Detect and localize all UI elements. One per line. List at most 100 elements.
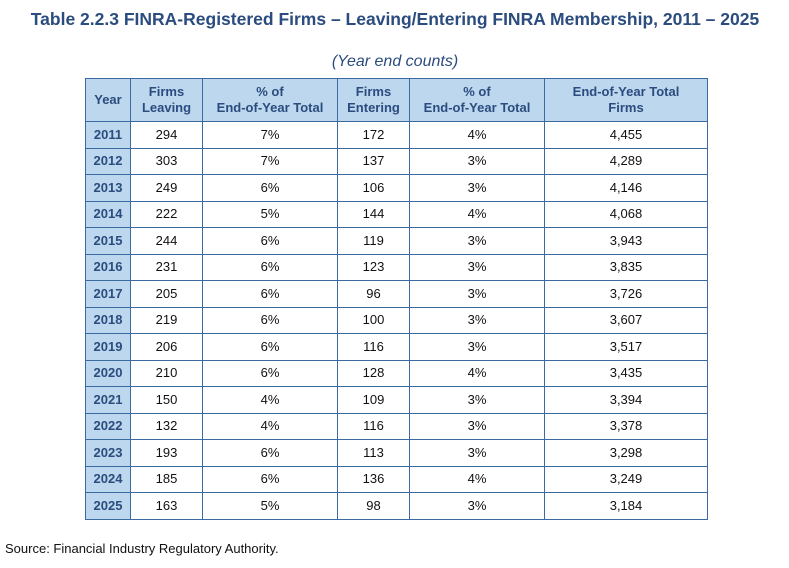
table-title: Table 2.2.3 FINRA-Registered Firms – Lea… bbox=[30, 9, 760, 29]
table-cell: 3% bbox=[409, 412, 545, 440]
table-cell: 3,435 bbox=[544, 359, 708, 387]
table-cell: 113 bbox=[337, 439, 410, 467]
table-cell: 3% bbox=[409, 253, 545, 281]
table-cell: 185 bbox=[130, 465, 203, 493]
table-row: 2021 150 4% 109 3% 3,394 bbox=[85, 386, 708, 414]
year-cell: 2013 bbox=[85, 174, 131, 202]
table-cell: 3% bbox=[409, 174, 545, 202]
table-row: 2017 205 6% 96 3% 3,726 bbox=[85, 280, 708, 308]
column-header: Firms Entering bbox=[337, 78, 410, 122]
table-row: 2014 222 5% 144 4% 4,068 bbox=[85, 200, 708, 228]
table-row: 2016 231 6% 123 3% 3,835 bbox=[85, 253, 708, 281]
table-cell: 6% bbox=[202, 333, 338, 361]
table-cell: 144 bbox=[337, 200, 410, 228]
table-cell: 3% bbox=[409, 386, 545, 414]
table-row: 2018 219 6% 100 3% 3,607 bbox=[85, 306, 708, 334]
column-header-line2: Entering bbox=[347, 100, 400, 115]
table-cell: 5% bbox=[202, 200, 338, 228]
table-cell: 7% bbox=[202, 147, 338, 175]
table-row: 2022 132 4% 116 3% 3,378 bbox=[85, 412, 708, 440]
year-cell: 2015 bbox=[85, 227, 131, 255]
table-cell: 6% bbox=[202, 359, 338, 387]
column-header-line1: Firms bbox=[355, 84, 392, 99]
table-cell: 106 bbox=[337, 174, 410, 202]
table-cell: 6% bbox=[202, 306, 338, 334]
table-cell: 3,378 bbox=[544, 412, 708, 440]
year-cell: 2025 bbox=[85, 492, 131, 520]
column-header-line1: End-of-Year Total bbox=[572, 84, 680, 99]
table-cell: 4,289 bbox=[544, 147, 708, 175]
table-cell: 3,249 bbox=[544, 465, 708, 493]
table-row: 2013 249 6% 106 3% 4,146 bbox=[85, 174, 708, 202]
table-cell: 3,517 bbox=[544, 333, 708, 361]
table-cell: 96 bbox=[337, 280, 410, 308]
table-cell: 244 bbox=[130, 227, 203, 255]
year-cell: 2023 bbox=[85, 439, 131, 467]
table-cell: 3,835 bbox=[544, 253, 708, 281]
year-cell: 2017 bbox=[85, 280, 131, 308]
table-cell: 219 bbox=[130, 306, 203, 334]
table-cell: 231 bbox=[130, 253, 203, 281]
column-header-line1: % of bbox=[463, 84, 491, 99]
table-cell: 116 bbox=[337, 333, 410, 361]
header-row: Year Firms Leaving % of End-of-Year Tota… bbox=[85, 78, 708, 122]
year-cell: 2022 bbox=[85, 412, 131, 440]
table-cell: 3,943 bbox=[544, 227, 708, 255]
table-cell: 123 bbox=[337, 253, 410, 281]
table-cell: 6% bbox=[202, 227, 338, 255]
table-cell: 249 bbox=[130, 174, 203, 202]
table-body: 2011 294 7% 172 4% 4,455 2012 303 7% 137 3% 4,289 20… bbox=[85, 121, 708, 520]
table-cell: 3% bbox=[409, 280, 545, 308]
table-cell: 3,184 bbox=[544, 492, 708, 520]
table-cell: 6% bbox=[202, 174, 338, 202]
table-cell: 206 bbox=[130, 333, 203, 361]
table-row: 2012 303 7% 137 3% 4,289 bbox=[85, 147, 708, 175]
table-cell: 4,455 bbox=[544, 121, 708, 149]
table-row: 2015 244 6% 119 3% 3,943 bbox=[85, 227, 708, 255]
column-header-line1: % of bbox=[256, 84, 284, 99]
table-cell: 3% bbox=[409, 439, 545, 467]
table-cell: 210 bbox=[130, 359, 203, 387]
table-cell: 150 bbox=[130, 386, 203, 414]
column-header-line2: Leaving bbox=[141, 100, 192, 115]
table-cell: 6% bbox=[202, 439, 338, 467]
table-cell: 163 bbox=[130, 492, 203, 520]
table-cell: 3% bbox=[409, 492, 545, 520]
table-cell: 100 bbox=[337, 306, 410, 334]
year-cell: 2012 bbox=[85, 147, 131, 175]
source-note: Source: Financial Industry Regulatory Au… bbox=[5, 541, 279, 556]
table-cell: 4% bbox=[409, 121, 545, 149]
table-row: 2011 294 7% 172 4% 4,455 bbox=[85, 121, 708, 149]
table-cell: 294 bbox=[130, 121, 203, 149]
column-header-line2: End-of-Year Total bbox=[216, 100, 324, 115]
column-header: % of End-of-Year Total bbox=[409, 78, 545, 122]
table-cell: 4% bbox=[409, 465, 545, 493]
table-cell: 116 bbox=[337, 412, 410, 440]
column-header: Firms Leaving bbox=[130, 78, 203, 122]
table-cell: 4% bbox=[409, 359, 545, 387]
year-cell: 2016 bbox=[85, 253, 131, 281]
table-cell: 136 bbox=[337, 465, 410, 493]
table-cell: 3,726 bbox=[544, 280, 708, 308]
table-cell: 128 bbox=[337, 359, 410, 387]
table-cell: 137 bbox=[337, 147, 410, 175]
table-cell: 3,298 bbox=[544, 439, 708, 467]
year-cell: 2021 bbox=[85, 386, 131, 414]
table-cell: 4,068 bbox=[544, 200, 708, 228]
table-cell: 6% bbox=[202, 253, 338, 281]
table-cell: 3% bbox=[409, 227, 545, 255]
table-cell: 3% bbox=[409, 333, 545, 361]
table-subtitle: (Year end counts) bbox=[331, 53, 459, 70]
year-cell: 2014 bbox=[85, 200, 131, 228]
table-cell: 193 bbox=[130, 439, 203, 467]
table-cell: 4,146 bbox=[544, 174, 708, 202]
table-cell: 6% bbox=[202, 465, 338, 493]
table-cell: 119 bbox=[337, 227, 410, 255]
table-row: 2024 185 6% 136 4% 3,249 bbox=[85, 465, 708, 493]
table-cell: 205 bbox=[130, 280, 203, 308]
table-cell: 3% bbox=[409, 306, 545, 334]
column-header-line2: Firms bbox=[608, 100, 644, 115]
table-row: 2023 193 6% 113 3% 3,298 bbox=[85, 439, 708, 467]
table-cell: 222 bbox=[130, 200, 203, 228]
column-header: End-of-Year Total Firms bbox=[544, 78, 708, 122]
